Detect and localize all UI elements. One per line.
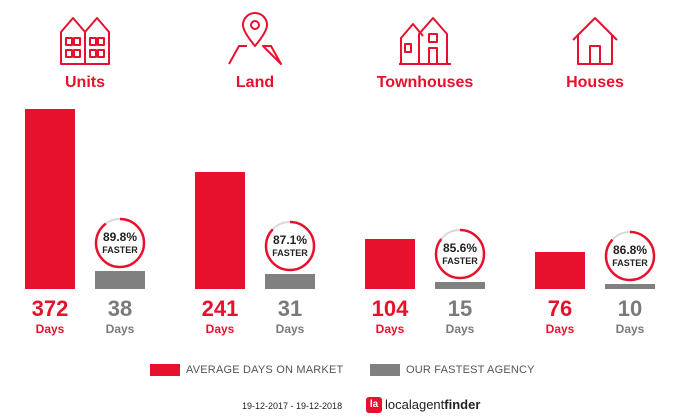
bar-average-days [535, 252, 585, 289]
unit-fastest-agency: Days [615, 322, 645, 336]
legend-swatch-fastest [370, 364, 400, 376]
date-range: 19-12-2017 - 19-12-2018 [242, 401, 343, 411]
faster-percent: 87.1% [272, 233, 308, 247]
legend-label-fastest: OUR FASTEST AGENCY [406, 364, 535, 376]
brand-name-bold: finder [444, 397, 481, 412]
bar-fastest-agency [265, 274, 315, 289]
category-label: Land [235, 74, 275, 91]
faster-ring [264, 220, 316, 272]
value-average-days: 372 [31, 296, 69, 321]
category-label: Townhouses [376, 74, 474, 91]
bar-average-days [365, 238, 415, 289]
brand-name-light: localagent [385, 397, 445, 412]
category-label: Houses [566, 74, 624, 91]
legend-label-average: AVERAGE DAYS ON MARKET [186, 364, 344, 376]
value-average-days: 76 [547, 296, 573, 321]
townhouses-icon [399, 17, 451, 65]
faster-ring [434, 228, 486, 279]
faster-ring [94, 217, 146, 268]
units-icon [60, 17, 110, 65]
unit-fastest-agency: Days [445, 322, 475, 336]
faster-label: FASTER [612, 258, 648, 269]
faster-label: FASTER [102, 244, 138, 255]
value-fastest-agency: 31 [277, 296, 303, 321]
bar-fastest-agency [605, 284, 655, 289]
brand-mark-icon: la [366, 397, 382, 413]
faster-badge: 89.8% FASTER [93, 216, 147, 270]
faster-ring-arc [434, 228, 486, 279]
faster-label: FASTER [442, 255, 478, 266]
legend-swatch-average [150, 364, 180, 376]
land-pin-icon [228, 12, 282, 65]
faster-label: FASTER [272, 248, 308, 258]
faster-ring [604, 230, 656, 282]
category-label: Units [65, 74, 105, 91]
bar-average-days [25, 109, 75, 289]
faster-percent: 86.8% [612, 243, 648, 258]
faster-ring-arc [264, 220, 316, 272]
value-average-days: 241 [201, 296, 239, 321]
house-icon [572, 17, 618, 65]
bar-fastest-agency [435, 281, 485, 289]
value-fastest-agency: 10 [617, 296, 643, 321]
faster-badge: 86.8% FASTER [603, 229, 657, 283]
faster-percent: 85.6% [442, 240, 478, 255]
unit-average-days: Days [205, 322, 235, 336]
unit-average-days: Days [545, 322, 575, 336]
bar-average-days [195, 172, 245, 289]
value-fastest-agency: 15 [447, 296, 473, 321]
bar-fastest-agency [95, 270, 145, 289]
unit-fastest-agency: Days [105, 322, 135, 336]
faster-badge: 85.6% FASTER [433, 227, 487, 281]
faster-ring-arc [94, 217, 146, 268]
value-average-days: 104 [371, 296, 409, 321]
unit-average-days: Days [375, 322, 405, 336]
value-fastest-agency: 38 [107, 296, 133, 321]
unit-average-days: Days [35, 322, 65, 336]
brand-name: localagentfinder [385, 397, 480, 413]
unit-fastest-agency: Days [275, 322, 305, 336]
faster-percent: 89.8% [102, 229, 138, 244]
faster-badge: 87.1% FASTER [263, 219, 317, 273]
faster-ring-arc [604, 230, 656, 282]
